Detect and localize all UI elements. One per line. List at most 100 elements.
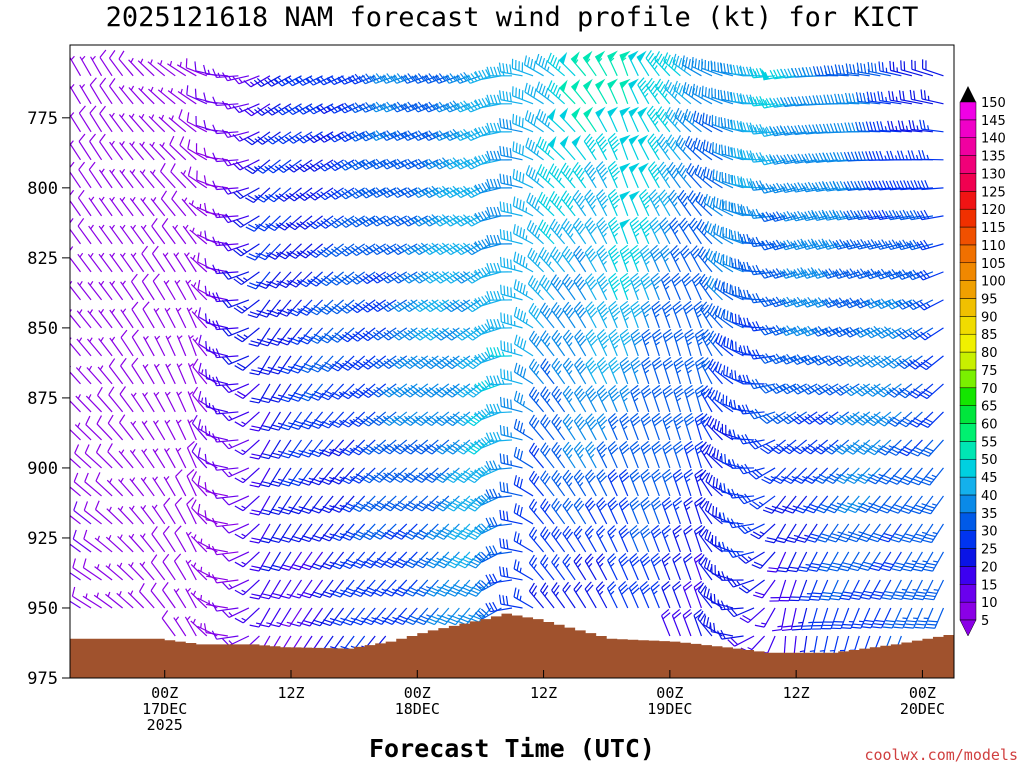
wind-barb bbox=[70, 543, 81, 553]
wind-barb bbox=[360, 439, 387, 455]
colorbar-label: 125 bbox=[981, 185, 1006, 200]
wind-barb bbox=[266, 243, 292, 260]
wind-barb bbox=[172, 224, 187, 245]
wind-barb bbox=[179, 136, 197, 161]
y-tick-label: 775 bbox=[27, 109, 58, 129]
wind-barb bbox=[562, 329, 576, 357]
wind-barb bbox=[337, 75, 365, 85]
wind-barb bbox=[474, 210, 502, 222]
wind-barb bbox=[573, 553, 587, 581]
wind-barb bbox=[187, 166, 208, 189]
wind-barb bbox=[76, 309, 92, 329]
credit-link[interactable]: coolwx.com/models bbox=[864, 746, 1018, 764]
wind-barb bbox=[630, 300, 643, 329]
wind-barb bbox=[528, 470, 545, 497]
wind-barb bbox=[234, 495, 260, 512]
wind-barb bbox=[150, 197, 166, 217]
wind-barb bbox=[234, 551, 260, 568]
colorbar-swatch bbox=[959, 333, 977, 353]
wind-barb bbox=[669, 217, 681, 245]
wind-barb bbox=[381, 495, 408, 512]
wind-barb bbox=[380, 383, 408, 398]
wind-barb bbox=[350, 411, 376, 428]
wind-barb bbox=[636, 50, 650, 77]
wind-barb bbox=[289, 411, 313, 430]
wind-barb bbox=[382, 579, 408, 597]
wind-barb bbox=[474, 295, 502, 307]
wind-barb bbox=[500, 340, 523, 357]
wind-barb bbox=[152, 476, 166, 497]
wind-barb bbox=[212, 124, 239, 135]
wind-barb bbox=[712, 169, 734, 189]
wind-barb bbox=[99, 77, 113, 105]
wind-barb bbox=[486, 178, 513, 189]
wind-barb bbox=[204, 425, 228, 441]
wind-barb bbox=[82, 558, 102, 581]
wind-barb bbox=[76, 337, 92, 357]
wind-barb bbox=[661, 300, 673, 329]
wind-barb bbox=[596, 245, 609, 273]
wind-barb bbox=[151, 218, 166, 245]
wind-barb bbox=[650, 580, 660, 609]
wind-barb bbox=[596, 385, 609, 413]
wind-barb bbox=[662, 384, 674, 413]
wind-barb bbox=[550, 274, 566, 301]
wind-barb bbox=[174, 279, 187, 301]
wind-barb bbox=[687, 190, 702, 217]
wind-barb bbox=[619, 328, 632, 357]
wind-barb bbox=[767, 551, 787, 573]
x-tick-label: 20DEC bbox=[900, 700, 945, 718]
wind-barb bbox=[234, 523, 260, 540]
wind-barb bbox=[582, 78, 597, 105]
wind-barb bbox=[360, 467, 387, 484]
wind-barb bbox=[414, 607, 439, 626]
wind-barb bbox=[640, 384, 652, 413]
wind-barb bbox=[221, 327, 250, 337]
wind-barb bbox=[454, 411, 481, 427]
wind-barb bbox=[269, 579, 292, 600]
wind-barb bbox=[651, 328, 663, 357]
wind-barb bbox=[703, 193, 723, 217]
wind-barb bbox=[340, 411, 366, 428]
wind-barb bbox=[737, 493, 765, 505]
wind-barb bbox=[619, 78, 631, 105]
wind-barb bbox=[308, 327, 334, 344]
colorbar-swatch bbox=[959, 548, 977, 567]
wind-barb bbox=[664, 79, 681, 105]
wind-barb bbox=[647, 161, 661, 189]
wind-barb bbox=[245, 187, 271, 204]
wind-barb bbox=[412, 355, 439, 370]
wind-barb bbox=[858, 551, 881, 571]
wind-barb bbox=[619, 300, 632, 329]
wind-barb bbox=[190, 590, 208, 609]
wind-barb bbox=[400, 73, 429, 84]
wind-barb bbox=[640, 440, 652, 469]
wind-barb bbox=[672, 580, 682, 609]
wind-barb bbox=[694, 412, 706, 441]
colorbar-label: 30 bbox=[981, 525, 998, 540]
wind-barb bbox=[485, 573, 513, 584]
wind-barb bbox=[559, 135, 576, 161]
wind-barb bbox=[105, 591, 123, 609]
wind-barb bbox=[234, 327, 260, 343]
wind-barb bbox=[411, 101, 439, 113]
wind-barb bbox=[370, 383, 397, 398]
wind-barb bbox=[527, 275, 545, 301]
colorbar-swatch bbox=[959, 244, 977, 264]
wind-barb bbox=[99, 105, 113, 133]
wind-barb bbox=[424, 495, 450, 512]
wind-barb bbox=[619, 218, 631, 245]
wind-barb bbox=[257, 299, 281, 318]
wind-barb bbox=[73, 501, 92, 525]
wind-barb bbox=[550, 246, 566, 273]
colorbar-swatch bbox=[959, 601, 977, 621]
wind-barb bbox=[540, 582, 555, 609]
wind-barb bbox=[749, 495, 776, 510]
wind-barb bbox=[403, 551, 429, 569]
wind-barb bbox=[97, 386, 113, 413]
wind-barb bbox=[70, 83, 82, 105]
wind-barb bbox=[710, 593, 734, 609]
wind-barb bbox=[537, 191, 555, 217]
wind-barb bbox=[369, 101, 397, 113]
wind-barb bbox=[246, 271, 271, 290]
